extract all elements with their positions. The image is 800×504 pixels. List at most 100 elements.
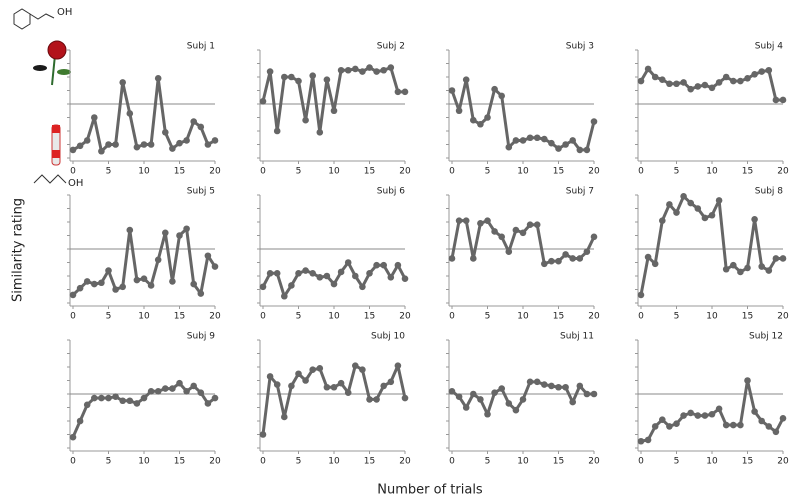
point bbox=[751, 71, 758, 78]
point bbox=[462, 76, 470, 83]
point bbox=[190, 280, 197, 288]
x-tick-label: 10 bbox=[328, 312, 340, 322]
point bbox=[519, 396, 527, 403]
point bbox=[765, 66, 773, 74]
x-tick-label: 5 bbox=[106, 457, 112, 467]
point bbox=[302, 116, 309, 124]
x-tick-label: 15 bbox=[742, 167, 753, 177]
point bbox=[694, 412, 702, 419]
point bbox=[548, 139, 555, 147]
x-tick-label: 0 bbox=[638, 457, 644, 467]
panel-title: Subj 7 bbox=[566, 187, 594, 197]
point bbox=[352, 362, 359, 369]
point bbox=[680, 412, 687, 419]
point bbox=[197, 389, 205, 396]
point bbox=[491, 228, 498, 235]
point bbox=[484, 114, 491, 121]
point bbox=[644, 65, 652, 73]
x-tick-label: 15 bbox=[553, 167, 564, 177]
point bbox=[76, 417, 84, 425]
point bbox=[455, 393, 463, 401]
x-tick-label: 10 bbox=[138, 312, 150, 322]
x-tick-label: 15 bbox=[364, 457, 375, 467]
pen-icon bbox=[51, 124, 61, 166]
point bbox=[373, 396, 380, 403]
point bbox=[533, 134, 541, 142]
x-tick-label: 5 bbox=[296, 312, 302, 322]
point bbox=[154, 75, 162, 82]
panel-title: Subj 2 bbox=[377, 42, 405, 52]
point bbox=[98, 279, 105, 287]
point bbox=[91, 114, 98, 121]
point bbox=[316, 129, 324, 136]
point bbox=[680, 79, 687, 86]
point bbox=[730, 261, 737, 269]
point bbox=[176, 139, 183, 147]
point bbox=[330, 107, 338, 115]
x-tick-label: 10 bbox=[328, 167, 340, 177]
point bbox=[548, 382, 555, 390]
molecule-icon bbox=[13, 8, 31, 30]
x-tick-label: 0 bbox=[449, 167, 455, 177]
point bbox=[302, 377, 309, 384]
point bbox=[533, 221, 541, 228]
point bbox=[337, 66, 345, 74]
point bbox=[708, 410, 716, 418]
point bbox=[352, 272, 359, 280]
point bbox=[169, 385, 176, 392]
panel-title: Subj 3 bbox=[566, 42, 594, 52]
x-tick-label: 5 bbox=[296, 457, 302, 467]
point bbox=[715, 405, 723, 413]
point bbox=[83, 278, 91, 285]
point bbox=[637, 437, 645, 445]
point bbox=[330, 383, 338, 391]
x-tick-label: 0 bbox=[260, 457, 266, 467]
point bbox=[758, 417, 765, 425]
point bbox=[491, 389, 498, 396]
point bbox=[555, 145, 562, 152]
point bbox=[569, 137, 576, 144]
x-tick-label: 15 bbox=[364, 312, 375, 322]
point bbox=[541, 381, 548, 388]
point bbox=[512, 137, 520, 144]
point bbox=[387, 64, 395, 71]
point bbox=[169, 278, 176, 285]
x-tick-label: 20 bbox=[588, 167, 600, 177]
point bbox=[288, 73, 295, 81]
point bbox=[387, 274, 395, 281]
point bbox=[779, 96, 787, 104]
point bbox=[83, 401, 91, 409]
point bbox=[701, 412, 709, 419]
point bbox=[344, 389, 352, 396]
x-tick-label: 15 bbox=[742, 457, 753, 467]
point bbox=[659, 217, 666, 224]
x-tick-label: 10 bbox=[517, 457, 529, 467]
point bbox=[477, 396, 484, 403]
point bbox=[583, 390, 591, 398]
point bbox=[512, 406, 520, 414]
x-tick-label: 20 bbox=[209, 167, 221, 177]
point bbox=[394, 362, 402, 369]
point bbox=[359, 68, 366, 75]
point bbox=[715, 197, 723, 204]
point bbox=[112, 393, 119, 401]
point bbox=[380, 382, 388, 390]
point bbox=[744, 264, 751, 272]
point bbox=[190, 118, 197, 125]
x-tick-label: 20 bbox=[777, 167, 789, 177]
point bbox=[105, 141, 112, 148]
point bbox=[730, 77, 737, 85]
molecule-chain bbox=[29, 13, 55, 20]
series-line bbox=[261, 364, 407, 435]
point bbox=[687, 199, 694, 207]
point bbox=[772, 96, 780, 104]
point bbox=[133, 143, 141, 151]
x-tick-label: 5 bbox=[674, 167, 680, 177]
x-tick-label: 20 bbox=[399, 167, 411, 177]
point bbox=[772, 255, 780, 262]
panel-title: Subj 1 bbox=[187, 42, 215, 52]
panel-title: Subj 12 bbox=[749, 332, 783, 342]
point bbox=[394, 261, 402, 269]
point bbox=[112, 141, 119, 148]
x-tick-label: 10 bbox=[706, 457, 718, 467]
